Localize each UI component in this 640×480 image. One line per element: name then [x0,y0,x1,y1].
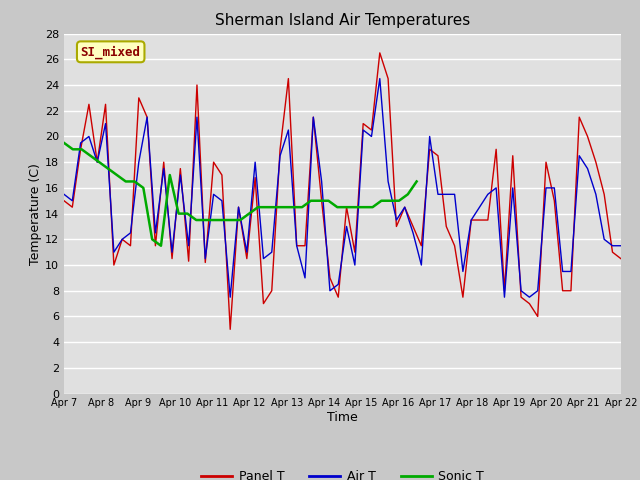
Legend: Panel T, Air T, Sonic T: Panel T, Air T, Sonic T [196,465,489,480]
Text: SI_mixed: SI_mixed [81,45,141,59]
Y-axis label: Temperature (C): Temperature (C) [29,163,42,264]
Title: Sherman Island Air Temperatures: Sherman Island Air Temperatures [215,13,470,28]
X-axis label: Time: Time [327,411,358,424]
